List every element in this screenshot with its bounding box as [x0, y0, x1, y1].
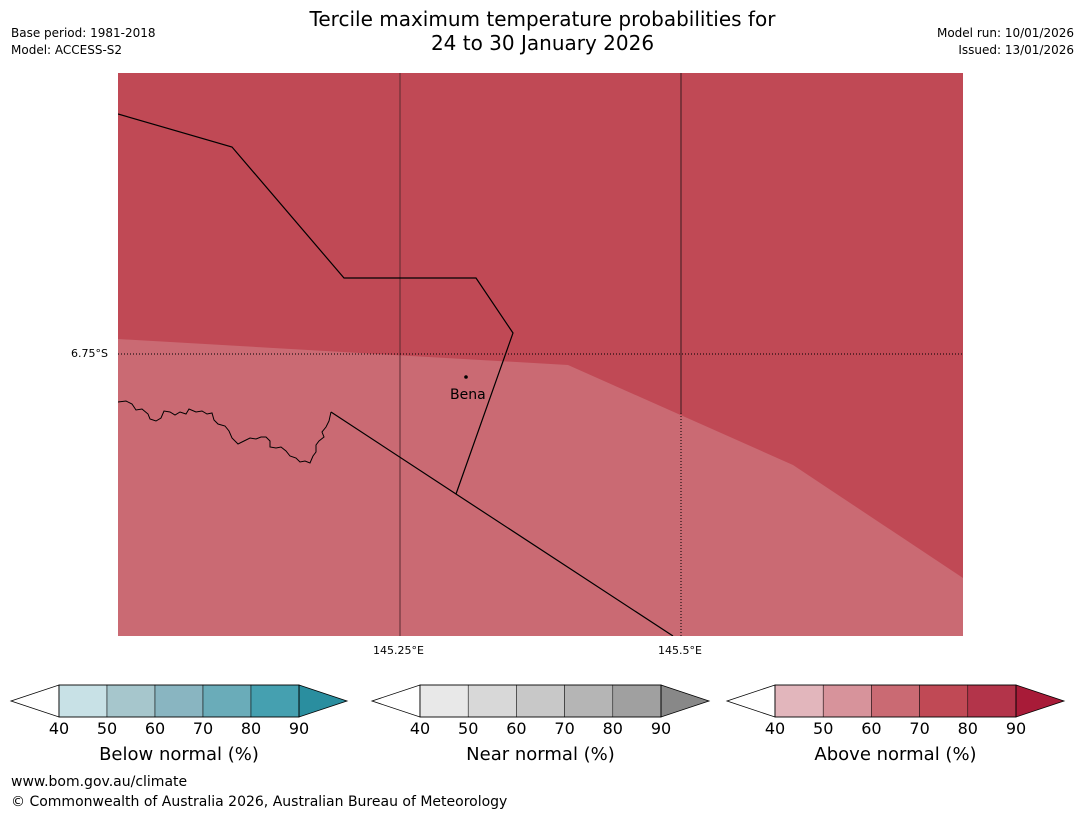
colorbar-over-triangle: [660, 684, 711, 718]
longitude-label-1: 145.25°E: [373, 644, 424, 657]
colorbar-under-triangle: [725, 684, 776, 718]
model-run: Model run: 10/01/2026: [936, 26, 1074, 40]
colorbar-tick-label: 50: [458, 719, 479, 738]
map-panel: [118, 73, 963, 636]
colorbar-tick-label: 50: [813, 719, 834, 738]
colorbar-tick-label: 60: [144, 719, 166, 738]
colorbar-over-triangle: [298, 684, 349, 718]
colorbar-tick-label: 80: [240, 719, 262, 738]
colorbar-tick-label: 70: [554, 719, 575, 738]
river-coastline: [118, 400, 332, 464]
colorbar-outline: [419, 684, 662, 718]
footer-url[interactable]: www.bom.gov.au/climate: [11, 774, 188, 790]
colorbar-cell: [564, 684, 614, 718]
colorbar-tick-label: 80: [957, 719, 978, 738]
colorbar-cell: [822, 684, 872, 718]
colorbar-tick-label: 70: [909, 719, 930, 738]
colorbar-cell: [919, 684, 969, 718]
province-boundary-south: [330, 411, 674, 636]
footer-copyright: © Commonwealth of Australia 2026, Austra…: [11, 794, 508, 810]
colorbar-cell: [967, 684, 1017, 718]
longitude-label-2: 145.5°E: [658, 644, 702, 657]
colorbar-tick-label: 80: [602, 719, 623, 738]
place-label-bena: Bena: [450, 387, 486, 403]
meta-left: Base period: 1981-2018 Model: ACCESS-S2: [11, 25, 156, 59]
colorbar-outline: [774, 684, 1017, 718]
meta-right: Model run: 10/01/2026 Issued: 13/01/2026: [937, 25, 1074, 59]
colorbar-cell: [154, 684, 204, 718]
colorbar-cell: [250, 684, 300, 718]
colorbar-cell: [419, 684, 469, 718]
colorbar-cell: [58, 684, 108, 718]
base-period: Base period: 1981-2018: [11, 26, 156, 40]
colorbar-title: Near normal (%): [466, 744, 615, 765]
colorbar-below-normal: [9, 684, 349, 718]
colorbar-over-triangle: [1015, 684, 1066, 718]
colorbar-title: Above normal (%): [814, 744, 977, 765]
colorbar-above-normal: [725, 684, 1066, 718]
latitude-label: 6.75°S: [71, 347, 108, 360]
colorbar-tick-label: 40: [409, 719, 431, 738]
colorbar-cell: [202, 684, 252, 718]
title-line-1: Tercile maximum temperature probabilitie…: [309, 7, 776, 31]
colorbar-cell: [467, 684, 517, 718]
colorbar-cell: [516, 684, 565, 718]
issued-date: Issued: 13/01/2026: [958, 43, 1074, 57]
colorbar-tick-label: 40: [764, 719, 786, 738]
colorbar-under-triangle: [9, 684, 60, 718]
colorbar-cell: [612, 684, 662, 718]
colorbar-tick-label: 40: [48, 719, 70, 738]
title-line-2: 24 to 30 January 2026: [430, 31, 655, 55]
location-dot-icon: [464, 375, 468, 379]
colorbar-cell: [774, 684, 824, 718]
colorbar-tick-label: 70: [192, 719, 214, 738]
colorbar-tick-label: 60: [506, 719, 527, 738]
colorbar-cell: [106, 684, 156, 718]
chart-title: Tercile maximum temperature probabilitie…: [0, 7, 1085, 55]
colorbar-title: Below normal (%): [99, 744, 259, 765]
colorbar-near-normal: [370, 684, 711, 718]
colorbar-tick-label: 60: [861, 719, 882, 738]
above-70-region: [118, 339, 963, 636]
colorbar-tick-label: 90: [650, 719, 672, 738]
colorbar-outline: [58, 684, 300, 718]
province-boundary-north: [118, 113, 514, 495]
colorbar-cell: [871, 684, 920, 718]
colorbar-tick-label: 90: [1005, 719, 1027, 738]
colorbar-under-triangle: [370, 684, 421, 718]
colorbar-tick-label: 50: [96, 719, 118, 738]
model-name: Model: ACCESS-S2: [11, 43, 123, 57]
colorbar-tick-label: 90: [288, 719, 310, 738]
